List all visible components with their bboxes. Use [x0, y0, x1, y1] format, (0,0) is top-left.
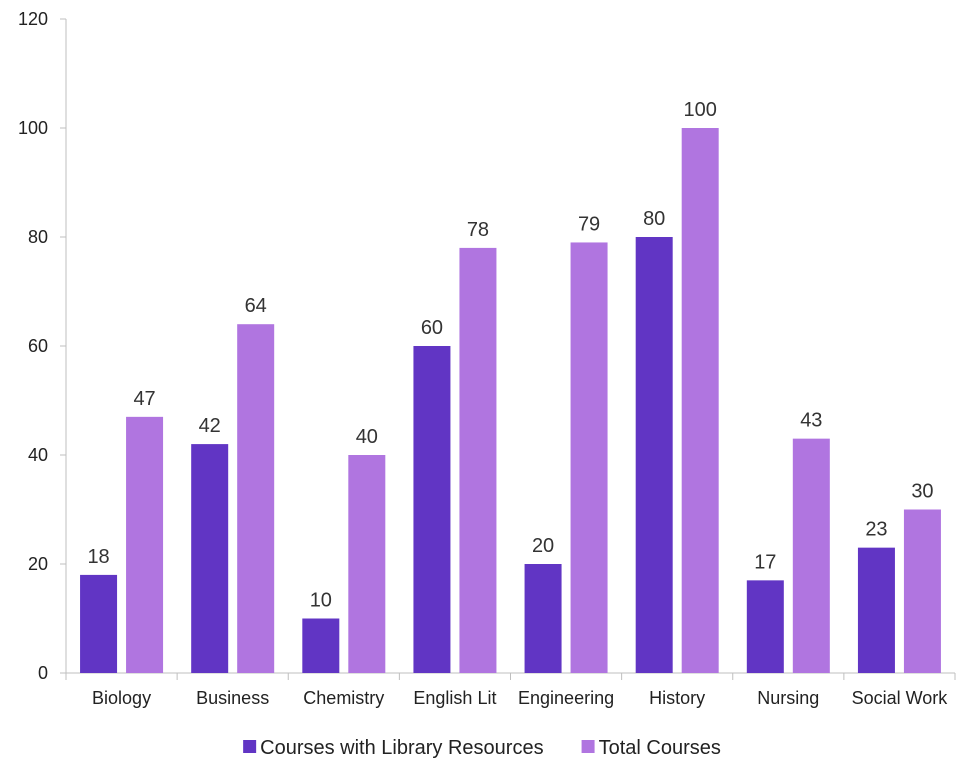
x-tick-label: English Lit [413, 688, 496, 708]
bar-total-courses [237, 324, 275, 673]
data-label: 42 [199, 415, 221, 437]
data-label: 47 [133, 388, 155, 410]
legend: Courses with Library Resources Total Cour… [243, 737, 721, 759]
x-tick-label: Social Work [852, 688, 949, 708]
bar-library-resources [857, 547, 895, 673]
y-tick-label: 40 [28, 445, 48, 465]
data-label: 30 [911, 481, 933, 503]
x-tick-label: Biology [92, 688, 151, 708]
data-label: 43 [800, 410, 822, 432]
bar-total-courses [459, 247, 497, 673]
data-label: 79 [578, 213, 600, 235]
legend-item: Total Courses [581, 737, 721, 759]
data-label: 23 [865, 519, 887, 541]
data-label: 18 [87, 546, 109, 568]
bar-library-resources [191, 444, 229, 673]
x-axis: Biology Business Chemistry English Lit Engin… [65, 672, 956, 708]
legend-swatch [581, 740, 595, 753]
bar-library-resources [746, 580, 784, 673]
data-label: 100 [684, 99, 717, 121]
bar-library-resources [524, 564, 562, 673]
data-label: 40 [356, 426, 378, 448]
y-axis: 0 20 40 60 80 100 120 [18, 9, 67, 683]
x-tick-label: Chemistry [303, 688, 384, 708]
bar-library-resources [302, 618, 340, 673]
y-tick-label: 100 [18, 118, 48, 138]
bar-total-courses [126, 416, 164, 673]
y-tick-label: 60 [28, 336, 48, 356]
data-label: 78 [467, 219, 489, 241]
legend-swatch [243, 740, 257, 753]
bar-library-resources [413, 346, 451, 673]
bar-total-courses [348, 455, 386, 673]
data-label: 17 [754, 551, 776, 573]
legend-item: Courses with Library Resources [243, 737, 544, 759]
bar-total-courses [570, 242, 608, 673]
bar-library-resources [80, 574, 118, 673]
data-label: 80 [643, 208, 665, 230]
data-label: 10 [310, 590, 332, 612]
bar-total-courses [792, 438, 830, 673]
legend-label: Courses with Library Resources [260, 737, 543, 759]
bar-library-resources [635, 237, 673, 673]
y-tick-label: 120 [18, 9, 48, 29]
bar-total-courses [903, 509, 941, 673]
x-tick-label: History [649, 688, 705, 708]
x-tick-label: Nursing [757, 688, 819, 708]
legend-label: Total Courses [599, 737, 721, 759]
bar-total-courses [681, 128, 719, 673]
data-labels: 18 47 42 64 10 40 60 78 20 79 80 100 17 43 23 30 [87, 99, 933, 612]
y-tick-label: 0 [38, 663, 48, 683]
data-label: 64 [245, 295, 267, 317]
data-label: 60 [421, 317, 443, 339]
x-tick-label: Engineering [518, 688, 614, 708]
y-tick-label: 20 [28, 554, 48, 574]
y-tick-label: 80 [28, 227, 48, 247]
data-label: 20 [532, 535, 554, 557]
x-tick-label: Business [196, 688, 269, 708]
bars [80, 128, 941, 673]
